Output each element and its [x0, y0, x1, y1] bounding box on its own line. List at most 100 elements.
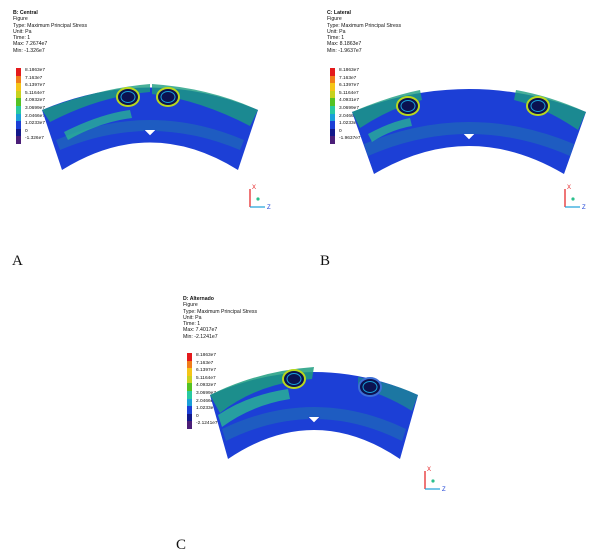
implant-hole	[362, 381, 378, 393]
axis-z-label: Z	[267, 205, 271, 211]
figure-caption-b: B	[320, 253, 331, 269]
legend-swatch	[16, 83, 21, 91]
info-line: Max: 7.4017e7	[183, 327, 218, 334]
implant-hole	[160, 91, 176, 103]
model-tone-band	[364, 122, 574, 156]
result-title: C: Lateral	[327, 10, 351, 16]
legend-label: -1.9637e7	[339, 136, 361, 142]
legend-label: 6.1397e7	[25, 83, 46, 89]
legend-label: 7.163e7	[196, 360, 214, 366]
legend-label: 8.1863e7	[196, 353, 217, 358]
implant-hole	[286, 373, 302, 385]
legend-label: 5.1164e7	[196, 375, 216, 381]
implant-hole	[156, 87, 180, 107]
implant-hole	[116, 87, 140, 107]
info-line: Figure	[183, 302, 198, 309]
info-line: Time: 1	[13, 35, 31, 42]
legend-label: 3.0699e7	[196, 390, 217, 396]
info-line: Figure	[327, 16, 342, 23]
legend-swatch	[16, 113, 21, 122]
legend-swatch	[187, 375, 192, 384]
legend-label: 5.1164e7	[339, 90, 359, 96]
implant-hole	[282, 369, 306, 389]
axis-triad-b: X Z	[564, 185, 586, 211]
model-notch	[143, 129, 157, 137]
legend-label: 7.163e7	[25, 75, 43, 81]
info-block-b: C: Lateral Figure Type: Maximum Principa…	[327, 10, 401, 54]
legend-label: 0	[196, 413, 199, 419]
info-line: Type: Maximum Principal Stress	[327, 22, 402, 29]
info-line: Unit: Pa	[183, 314, 202, 321]
figure-caption-a: A	[12, 253, 23, 269]
legend-swatch	[187, 406, 192, 414]
info-line: Time: 1	[183, 321, 201, 328]
info-line: Figure	[13, 16, 28, 23]
info-line: Max: 8.1863e7	[327, 41, 362, 48]
legend-swatch	[330, 68, 335, 76]
info-block-a: B: Central Figure Type: Maximum Principa…	[13, 10, 87, 54]
legend-swatch	[330, 98, 335, 106]
result-title: B: Central	[13, 10, 38, 16]
legend-swatch	[187, 360, 192, 369]
legend-label: -2.1241e7	[196, 421, 218, 427]
model-tone-band	[368, 118, 412, 142]
legend-label: 4.0932e7	[25, 98, 46, 104]
info-line: Min: -1.9637e7	[327, 47, 362, 54]
implant-hole	[530, 100, 546, 112]
legend-swatch	[187, 421, 192, 429]
figure-caption-c: C	[176, 537, 187, 553]
legend-label: 1.0233e7	[25, 121, 46, 127]
info-line: Unit: Pa	[13, 28, 32, 35]
axis-z-label: Z	[582, 205, 586, 211]
legend-swatch	[330, 75, 335, 84]
legend-swatch	[16, 90, 21, 99]
implant-hole	[120, 91, 136, 103]
legend-swatch	[330, 113, 335, 122]
legend-label: 6.1397e7	[339, 83, 360, 89]
model-notch	[307, 416, 321, 424]
info-line: Max: 7.2674e7	[13, 41, 48, 48]
model-tone-band	[64, 110, 132, 140]
legend-label: 5.1164e7	[25, 90, 45, 96]
legend-swatch	[16, 128, 21, 137]
implant-hole	[526, 96, 550, 116]
legend-swatch	[330, 128, 335, 137]
legend-swatch	[187, 398, 192, 407]
implant-hole	[396, 96, 420, 116]
legend-swatch	[16, 105, 21, 114]
legend-label: -1.326e7	[25, 136, 44, 142]
legend-swatch	[187, 383, 192, 391]
legend-swatch	[16, 75, 21, 84]
legend-swatch	[187, 390, 192, 399]
info-line: Unit: Pa	[327, 28, 346, 35]
legend-label: 7.163e7	[339, 75, 357, 81]
legend-label: 2.0466e7	[25, 113, 46, 119]
legend-label: 4.0932e7	[196, 383, 217, 389]
legend-swatch	[16, 68, 21, 76]
legend-label: 2.0466e7	[339, 113, 360, 119]
fea-model-central	[42, 84, 258, 170]
axis-z-label: Z	[442, 487, 446, 493]
legend-label: 6.1397e7	[196, 368, 217, 374]
legend-label: 0	[339, 128, 342, 134]
axis-triad-a: X Z	[249, 185, 271, 211]
fea-model-lateral	[352, 89, 586, 174]
legend-swatch	[16, 98, 21, 106]
result-title: D: Alternado	[183, 296, 214, 302]
info-line: Time: 1	[327, 35, 345, 42]
legend-swatch	[187, 413, 192, 422]
implant-hole	[400, 100, 416, 112]
legend-swatch	[330, 121, 335, 129]
info-line: Min: -2.1241e7	[183, 333, 218, 340]
info-line: Min: -1.326e7	[13, 47, 45, 54]
model-tone-band	[56, 120, 244, 150]
info-line: Type: Maximum Principal Stress	[183, 308, 258, 315]
info-line: Type: Maximum Principal Stress	[13, 22, 88, 29]
legend-swatch	[16, 121, 21, 129]
fea-model-alternado	[210, 367, 418, 459]
axis-x-label: X	[252, 185, 256, 191]
model-notch	[462, 133, 476, 141]
legend-swatch	[16, 136, 21, 144]
legend-label: 0	[25, 128, 28, 134]
info-block-c: D: Alternado Figure Type: Maximum Princi…	[183, 296, 257, 340]
